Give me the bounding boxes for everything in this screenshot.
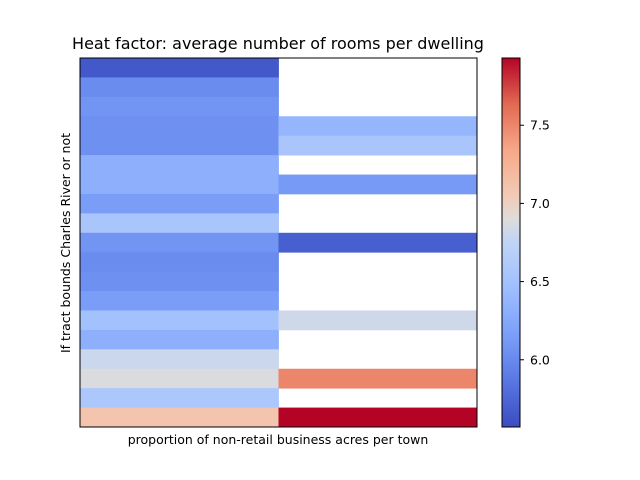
colorbar-gradient <box>501 57 521 428</box>
colorbar-tick-label: 6.5 <box>530 274 550 289</box>
heatmap-cell-r8-c0 <box>80 213 279 234</box>
colorbar-tick-label: 6.0 <box>530 352 550 367</box>
heatmap-cell-r3-c1 <box>278 116 478 137</box>
heatmap-cell-r18-c0 <box>80 407 279 428</box>
heatmap-cell-r13-c0 <box>80 310 279 331</box>
colorbar: 6.0 6.5 7.0 7.5 <box>501 57 550 428</box>
heatmap-cell-r7-c0 <box>80 193 279 214</box>
heatmap-cell-r13-c1 <box>278 310 478 331</box>
heatmap-cell-r15-c0 <box>80 349 279 370</box>
heatmap-cell-r16-c0 <box>80 368 279 389</box>
heatmap-cell-r1-c0 <box>80 77 279 98</box>
plot-frame <box>79 57 478 428</box>
heatmap-cell-r4-c0 <box>80 135 279 156</box>
heatmap-cell-r12-c0 <box>80 291 279 311</box>
heatmap-cell-r11-c0 <box>80 271 279 292</box>
heatmap-cell-r10-c0 <box>80 252 279 273</box>
heatmap-cell-r0-c0 <box>80 58 279 78</box>
heatmap-cell-r16-c1 <box>278 368 478 389</box>
heatmap-cell-r6-c1 <box>278 174 478 195</box>
x-axis-label: proportion of non-retail business acres … <box>128 432 429 447</box>
colorbar-ticks: 6.0 6.5 7.0 7.5 <box>520 118 550 367</box>
heatmap-cell-r18-c1 <box>278 407 478 428</box>
heatmap-cell-r3-c0 <box>80 116 279 137</box>
heatmap-cell-r4-c1 <box>278 135 478 156</box>
heatmap-cell-r5-c0 <box>80 155 279 175</box>
colorbar-tick-label: 7.0 <box>530 196 550 211</box>
heatmap-cell-r6-c0 <box>80 174 279 195</box>
heatmap-cell-r9-c0 <box>80 232 279 253</box>
heatmap-cell-r14-c0 <box>80 329 279 350</box>
heatmap-cell-r2-c0 <box>80 96 279 117</box>
heatmap-cell-r9-c1 <box>278 232 478 253</box>
heatmap-cells <box>80 58 478 428</box>
y-axis-label: If tract bounds Charles River or not <box>58 133 73 353</box>
colorbar-tick-label: 7.5 <box>530 118 550 133</box>
chart-title: Heat factor: average number of rooms per… <box>72 34 484 53</box>
heatmap-cell-r17-c0 <box>80 388 279 408</box>
